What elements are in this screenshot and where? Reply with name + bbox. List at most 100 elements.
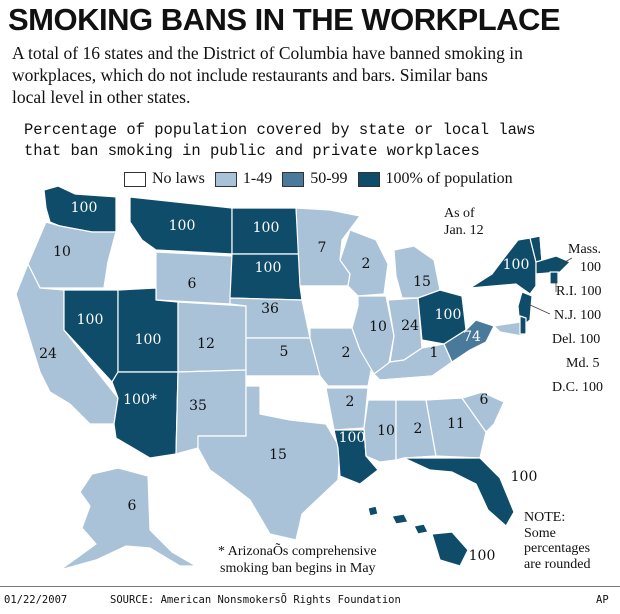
state-OR (27, 221, 117, 289)
as-of-line: Jan. 12 (444, 223, 484, 238)
state-label-ut: 100 (135, 332, 162, 348)
small-state-name: Mass. (568, 242, 602, 257)
note-line: NOTE: (524, 510, 566, 525)
state-DE (519, 315, 527, 335)
legend-swatch (214, 171, 237, 187)
small-state-value: 100 (581, 380, 603, 395)
state-label-nm: 35 (189, 398, 207, 414)
state-label-sc: 6 (480, 392, 489, 408)
small-state-dc: D.C. 100 (552, 380, 603, 396)
state-AK (59, 467, 197, 571)
small-state-name: Del. (552, 332, 576, 347)
small-state-value: 100 (580, 284, 602, 299)
map-legend: No laws 1-49 50-99 100% of population (124, 170, 523, 188)
state-label-or: 10 (53, 244, 71, 260)
intro-line: workplaces, which do not include restaur… (12, 65, 488, 85)
state-HI-small3 (413, 523, 429, 535)
as-of-line: As of (444, 206, 475, 221)
state-label-la: 100 (339, 430, 366, 446)
small-state-md: Md. 5 (566, 356, 599, 372)
legend-swatch (282, 171, 305, 187)
intro-line: local level in other states. (12, 87, 191, 107)
small-state-mass: Mass. (568, 242, 601, 258)
state-label-ne: 36 (261, 301, 279, 317)
legend-swatch (357, 171, 380, 187)
legend-label: No laws (152, 170, 205, 187)
note-line: are rounded (524, 556, 591, 572)
note: NOTE: Some percentages are rounded (524, 510, 590, 572)
state-TX (197, 385, 341, 541)
state-label-wi: 2 (362, 256, 371, 272)
legend-item-50-99: 50-99 (282, 170, 348, 188)
small-state-name: N.J. (554, 308, 577, 323)
state-HI-small1 (367, 505, 379, 517)
state-label-ks: 5 (280, 344, 289, 360)
footnote-line: * ArizonaÕs comprehensive (218, 544, 377, 559)
state-label-ky: 1 (430, 345, 439, 361)
map-subtitle: Percentage of population covered by stat… (24, 120, 616, 168)
state-label-mi: 15 (413, 274, 431, 290)
state-MA (535, 255, 571, 275)
state-label-wa: 100 (71, 200, 98, 216)
state-label-az: 100* (123, 392, 157, 408)
state-NC (461, 369, 537, 403)
footer-credit: AP (596, 594, 609, 606)
state-label-nd: 100 (253, 220, 280, 236)
as-of-label: As of Jan. 12 (444, 205, 484, 239)
state-label-ak: 6 (128, 498, 137, 514)
state-IA (299, 285, 359, 329)
note-line: Some (524, 525, 556, 541)
state-label-ca: 24 (39, 346, 57, 362)
state-WV (443, 319, 495, 363)
state-AL (395, 399, 437, 461)
legend-item-no-laws: No laws (124, 170, 205, 188)
state-label-al: 2 (414, 421, 423, 437)
note-line: percentages (524, 541, 591, 556)
footnote-line: smoking ban begins in May (220, 561, 376, 576)
state-AZ (111, 371, 179, 459)
subtitle-line: Percentage of population covered by stat… (24, 121, 536, 139)
state-MI (393, 245, 441, 299)
legend-item-100: 100% of population (357, 170, 513, 188)
small-state-value: 100 (580, 308, 602, 323)
small-state-value: 100 (579, 332, 601, 347)
footnote: * ArizonaÕs comprehensive smoking ban be… (218, 543, 377, 577)
state-label-mn: 7 (318, 240, 327, 256)
state-label-sd: 100 (255, 260, 282, 276)
state-label-il: 10 (369, 319, 387, 335)
legend-label: 100% of population (385, 170, 513, 187)
state-MD (493, 321, 523, 337)
state-label-in: 24 (401, 318, 419, 334)
small-state-value: 5 (592, 356, 600, 371)
subtitle-line: that ban smoking in public and private w… (24, 142, 480, 160)
state-label-oh: 100 (435, 307, 462, 323)
small-state-name: D.C. (552, 380, 579, 395)
small-state-nj: N.J. 100 (554, 308, 601, 324)
state-label-hi: 100 (469, 548, 496, 564)
us-map: 100 10 24 100 100 6 100 100* 1 2 35 100 100 36 5 15 7 2 2 1… (16, 185, 593, 571)
state-label-fl: 100 (511, 469, 538, 485)
state-label-mo: 2 (342, 345, 351, 361)
state-HI (431, 531, 469, 567)
small-state-del: Del. 100 (552, 332, 600, 348)
state-CT (535, 273, 551, 287)
state-label-wv: 74 (463, 329, 481, 345)
state-ME (547, 185, 593, 257)
small-state-mass-value: 100 (580, 260, 601, 276)
page-title: SMOKING BANS IN THE WORKPLACE (8, 2, 561, 37)
footer-source: SOURCE: American NonsmokersÕ Rights Foun… (110, 594, 401, 606)
intro-line: A total of 16 states and the District of… (12, 43, 523, 63)
legend-label: 50-99 (310, 170, 348, 187)
small-state-name: R.I. (556, 284, 577, 299)
legend-label: 1-49 (242, 170, 273, 187)
small-state-value: 100 (580, 260, 601, 275)
small-state-name: Md. (566, 356, 589, 371)
state-RI (549, 271, 559, 285)
intro-text: A total of 16 states and the District of… (12, 42, 612, 112)
state-label-wy: 6 (188, 276, 197, 292)
state-label-ny: 100 (503, 257, 530, 273)
small-state-ri: R.I. 100 (556, 284, 602, 300)
state-HI-small2 (391, 513, 409, 525)
legend-swatch (124, 171, 146, 187)
legend-item-1-49: 1-49 (214, 170, 273, 188)
